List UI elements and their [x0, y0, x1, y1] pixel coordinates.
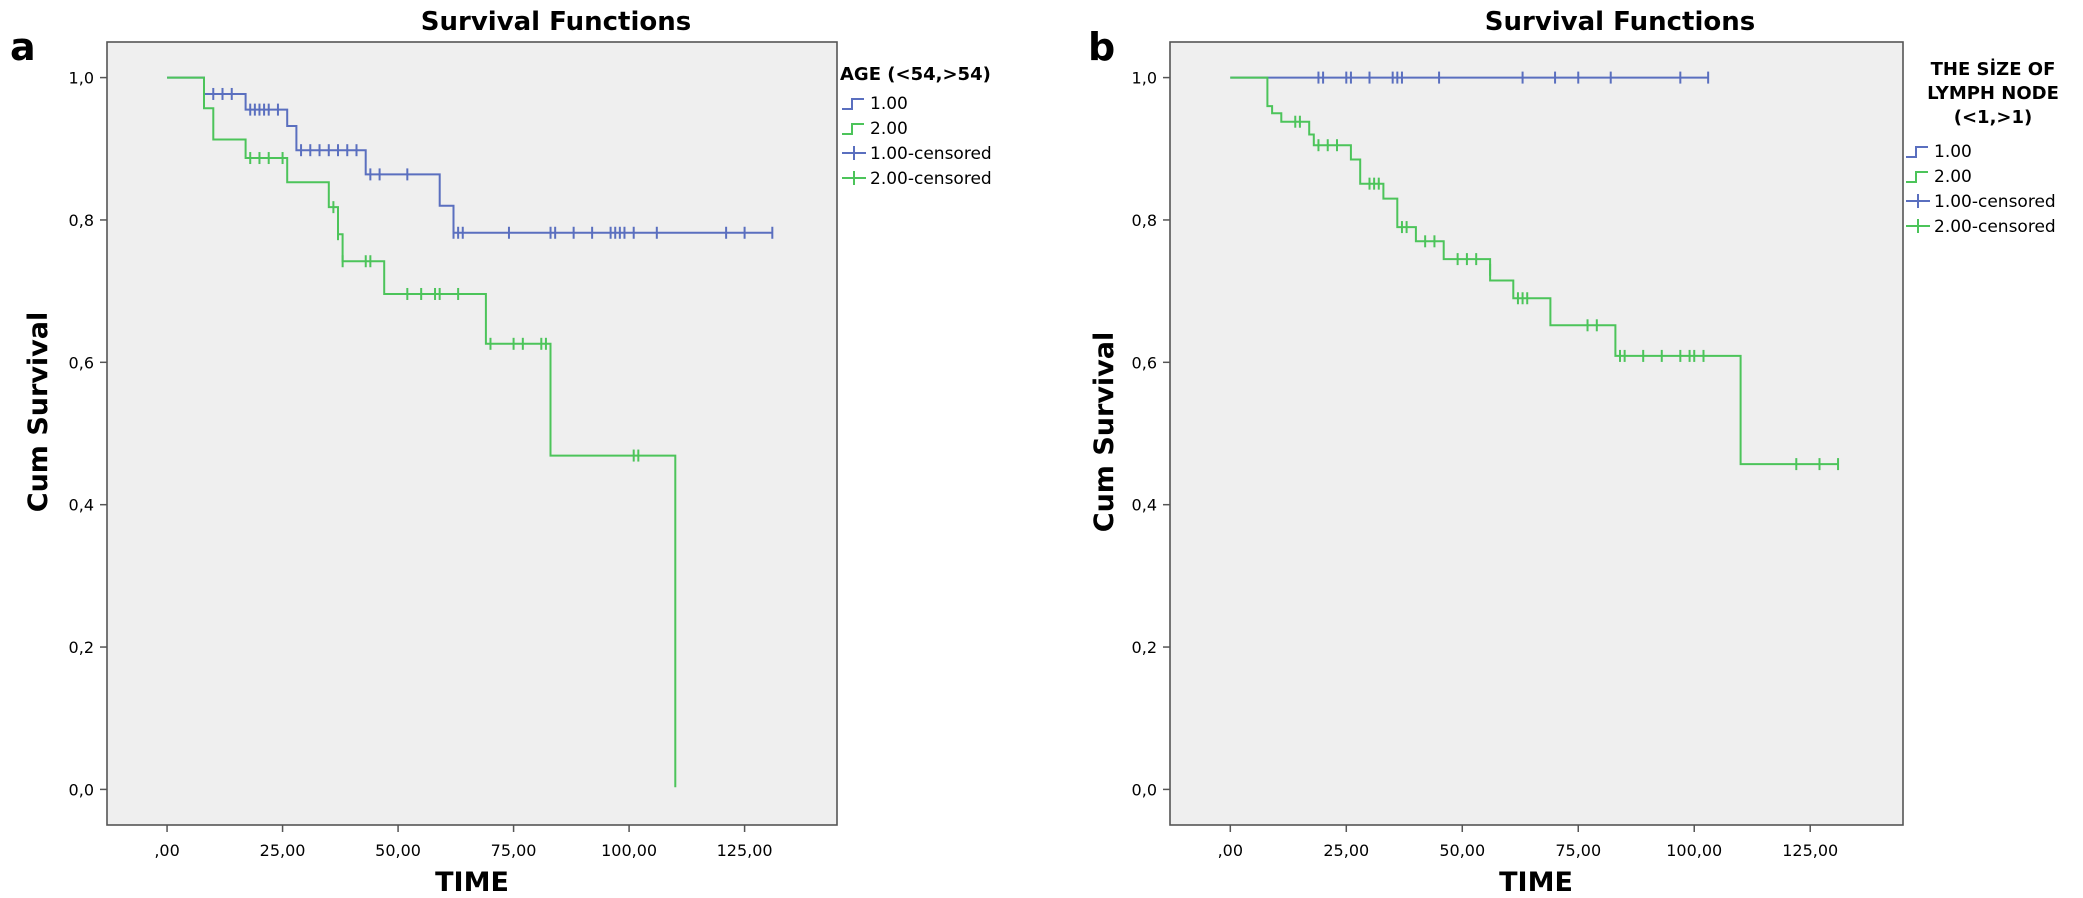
x-tick-label: 125,00 [1782, 841, 1838, 860]
panel-a-y-ticks: 0,0 0,2 0,4 0,6 0,8 1,0 [69, 69, 107, 799]
panel-b-x-ticks: ,00 25,00 50,00 75,00 100,00 125,00 [1218, 825, 1838, 860]
x-tick-label: 25,00 [1323, 841, 1369, 860]
panel-b-legend-entry-2-00: 2.00 [1934, 167, 1972, 187]
panel-a-legend-entry-2-00: 2.00 [870, 119, 908, 139]
panel-a-legend-entry-1-00: 1.00 [870, 94, 908, 114]
legend-censor-swatch-2-00 [842, 171, 866, 185]
survival-curve-1-00 [167, 76, 773, 234]
survival-curve-2-00 [1230, 76, 1839, 466]
panel-b-y-ticks: 0,0 0,2 0,4 0,6 0,8 1,0 [1132, 69, 1170, 799]
panel-b-title: Survival Functions [1485, 7, 1755, 37]
x-tick-label: 25,00 [260, 841, 306, 860]
panel-b-legend-title-line-1: THE SİZE OF [1931, 58, 2056, 80]
panel-b: b Survival Functions 0,00,20,40,60,81,0 … [1088, 7, 2059, 898]
panel-a-legend: AGE (<54,>54) 1.00 2.00 1.00-censored 2.… [840, 64, 992, 189]
x-tick-label: ,00 [1218, 841, 1243, 860]
legend-step-swatch-2-00 [842, 123, 864, 135]
y-tick-label: 0,2 [69, 638, 94, 657]
legend-step-swatch-1-00 [842, 98, 864, 110]
x-tick-label: 50,00 [375, 841, 421, 860]
y-tick-label: 0,0 [1132, 780, 1157, 799]
y-tick-label: 0,8 [69, 211, 94, 230]
panel-b-legend-entry-1-00-censored: 1.00-censored [1934, 192, 2056, 212]
legend-step-swatch-2-00 [1906, 171, 1928, 183]
y-tick-label: 0,0 [69, 780, 94, 799]
panel-a-legend-entry-1-00-censored: 1.00-censored [870, 144, 992, 164]
y-tick-label: 0,2 [1132, 638, 1157, 657]
legend-step-swatch-1-00 [1906, 146, 1928, 158]
panel-b-plot-area [1169, 41, 1904, 826]
panel-b-legend: THE SİZE OF LYMPH NODE (<1,>1) 1.00 2.00… [1906, 58, 2059, 237]
panel-a-label: a [10, 25, 36, 69]
legend-censor-swatch-1-00 [842, 146, 866, 160]
panel-a-legend-title: AGE (<54,>54) [840, 64, 991, 85]
y-tick-label: 0,6 [1132, 353, 1157, 372]
panel-b-legend-title-line-2: LYMPH NODE [1927, 83, 2059, 104]
x-tick-label: 100,00 [601, 841, 657, 860]
panel-a-series [167, 76, 774, 788]
panel-a-y-axis-label: Cum Survival [23, 312, 54, 512]
y-tick-label: 0,8 [1132, 211, 1157, 230]
panel-b-label: b [1088, 25, 1115, 69]
y-tick-label: 0,6 [69, 353, 94, 372]
panel-a-x-axis-label: TIME [435, 867, 509, 898]
legend-censor-swatch-2-00 [1906, 219, 1930, 233]
x-tick-label: 100,00 [1666, 841, 1722, 860]
panel-a: a Survival Functions 0,00,20,40,60,81,0 … [10, 7, 992, 898]
x-tick-label: 75,00 [1555, 841, 1601, 860]
legend-censor-swatch-1-00 [1906, 194, 1930, 208]
y-tick-label: 1,0 [1132, 69, 1157, 88]
x-tick-label: 50,00 [1439, 841, 1485, 860]
panel-b-series [1230, 71, 1840, 471]
panel-a-plot-area [106, 41, 838, 826]
panel-b-legend-entry-1-00: 1.00 [1934, 142, 1972, 162]
panel-b-legend-title-line-3: (<1,>1) [1954, 107, 2033, 128]
y-tick-label: 1,0 [69, 69, 94, 88]
panel-a-legend-entry-2-00-censored: 2.00-censored [870, 169, 992, 189]
panel-a-title: Survival Functions [421, 7, 691, 37]
x-tick-label: ,00 [154, 841, 179, 860]
panel-b-y-axis-label: Cum Survival [1089, 332, 1120, 532]
panel-b-legend-entry-2-00-censored: 2.00-censored [1934, 217, 2056, 237]
x-tick-label: 75,00 [491, 841, 537, 860]
x-tick-label: 125,00 [717, 841, 773, 860]
panel-b-x-axis-label: TIME [1499, 867, 1573, 898]
y-tick-label: 0,4 [1132, 496, 1157, 515]
panel-a-x-ticks: ,00 25,00 50,00 75,00 100,00 125,00 [154, 825, 773, 860]
y-tick-label: 0,4 [69, 496, 94, 515]
survival-curve-2-00 [167, 76, 677, 788]
